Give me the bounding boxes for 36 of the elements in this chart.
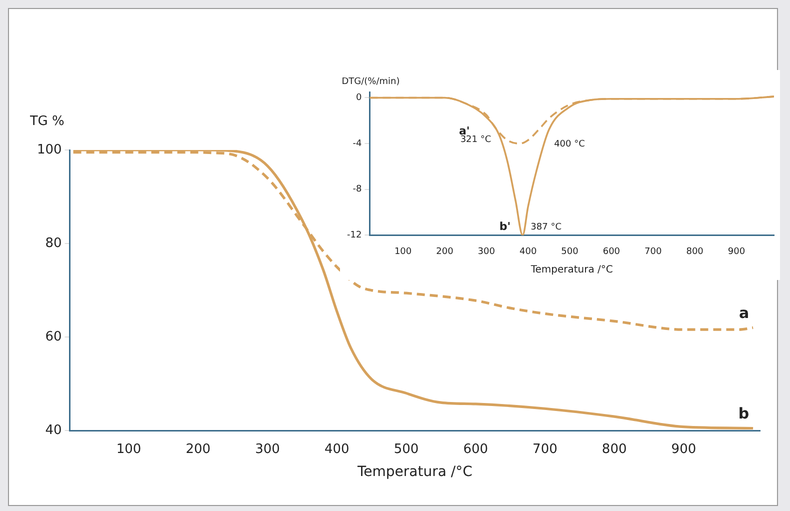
x-tick-label: 600 [463,442,488,457]
x-tick-label: 700 [532,442,558,457]
y-tick-label: 100 [36,142,62,158]
y-tick-label: -12 [346,230,362,241]
y-tick-label: -4 [352,138,362,149]
x-tick-label: 200 [186,442,211,457]
x-tick-label: 600 [602,246,620,257]
x-tick-label: 200 [436,246,454,257]
x-tick-label: 500 [394,442,419,457]
annotation: 400 °C [554,139,585,150]
x-tick-label: 300 [255,442,280,457]
x-tick-label: 500 [561,246,579,257]
series-label: a [738,304,750,322]
series-label: b [738,404,750,423]
x-tick-label: 400 [519,246,537,257]
x-tick-label: 100 [116,442,142,457]
y-axis-title: TG % [28,114,64,129]
x-tick-label: 900 [728,246,746,257]
y-tick-label: -8 [352,184,362,195]
series-label: b' [499,220,511,234]
x-tick-label: 800 [602,442,627,457]
annotation: 387 °C [530,222,562,233]
x-tick-label: 800 [686,246,704,257]
y-axis-title: DTG/(%/min) [342,76,400,87]
x-tick-label: 400 [324,442,350,457]
x-axis-title: Temperatura /°C [356,464,473,480]
annotation: 321 °C [460,134,492,145]
x-tick-label: 100 [394,246,412,257]
x-tick-label: 700 [644,246,662,257]
y-tick-label: 80 [45,236,62,251]
y-tick-label: 40 [45,422,62,438]
x-axis-title: Temperatura /°C [530,264,613,276]
x-tick-label: 300 [478,246,496,257]
y-tick-label: 0 [356,93,362,104]
y-tick-label: 60 [45,329,62,344]
x-tick-label: 900 [671,442,696,457]
